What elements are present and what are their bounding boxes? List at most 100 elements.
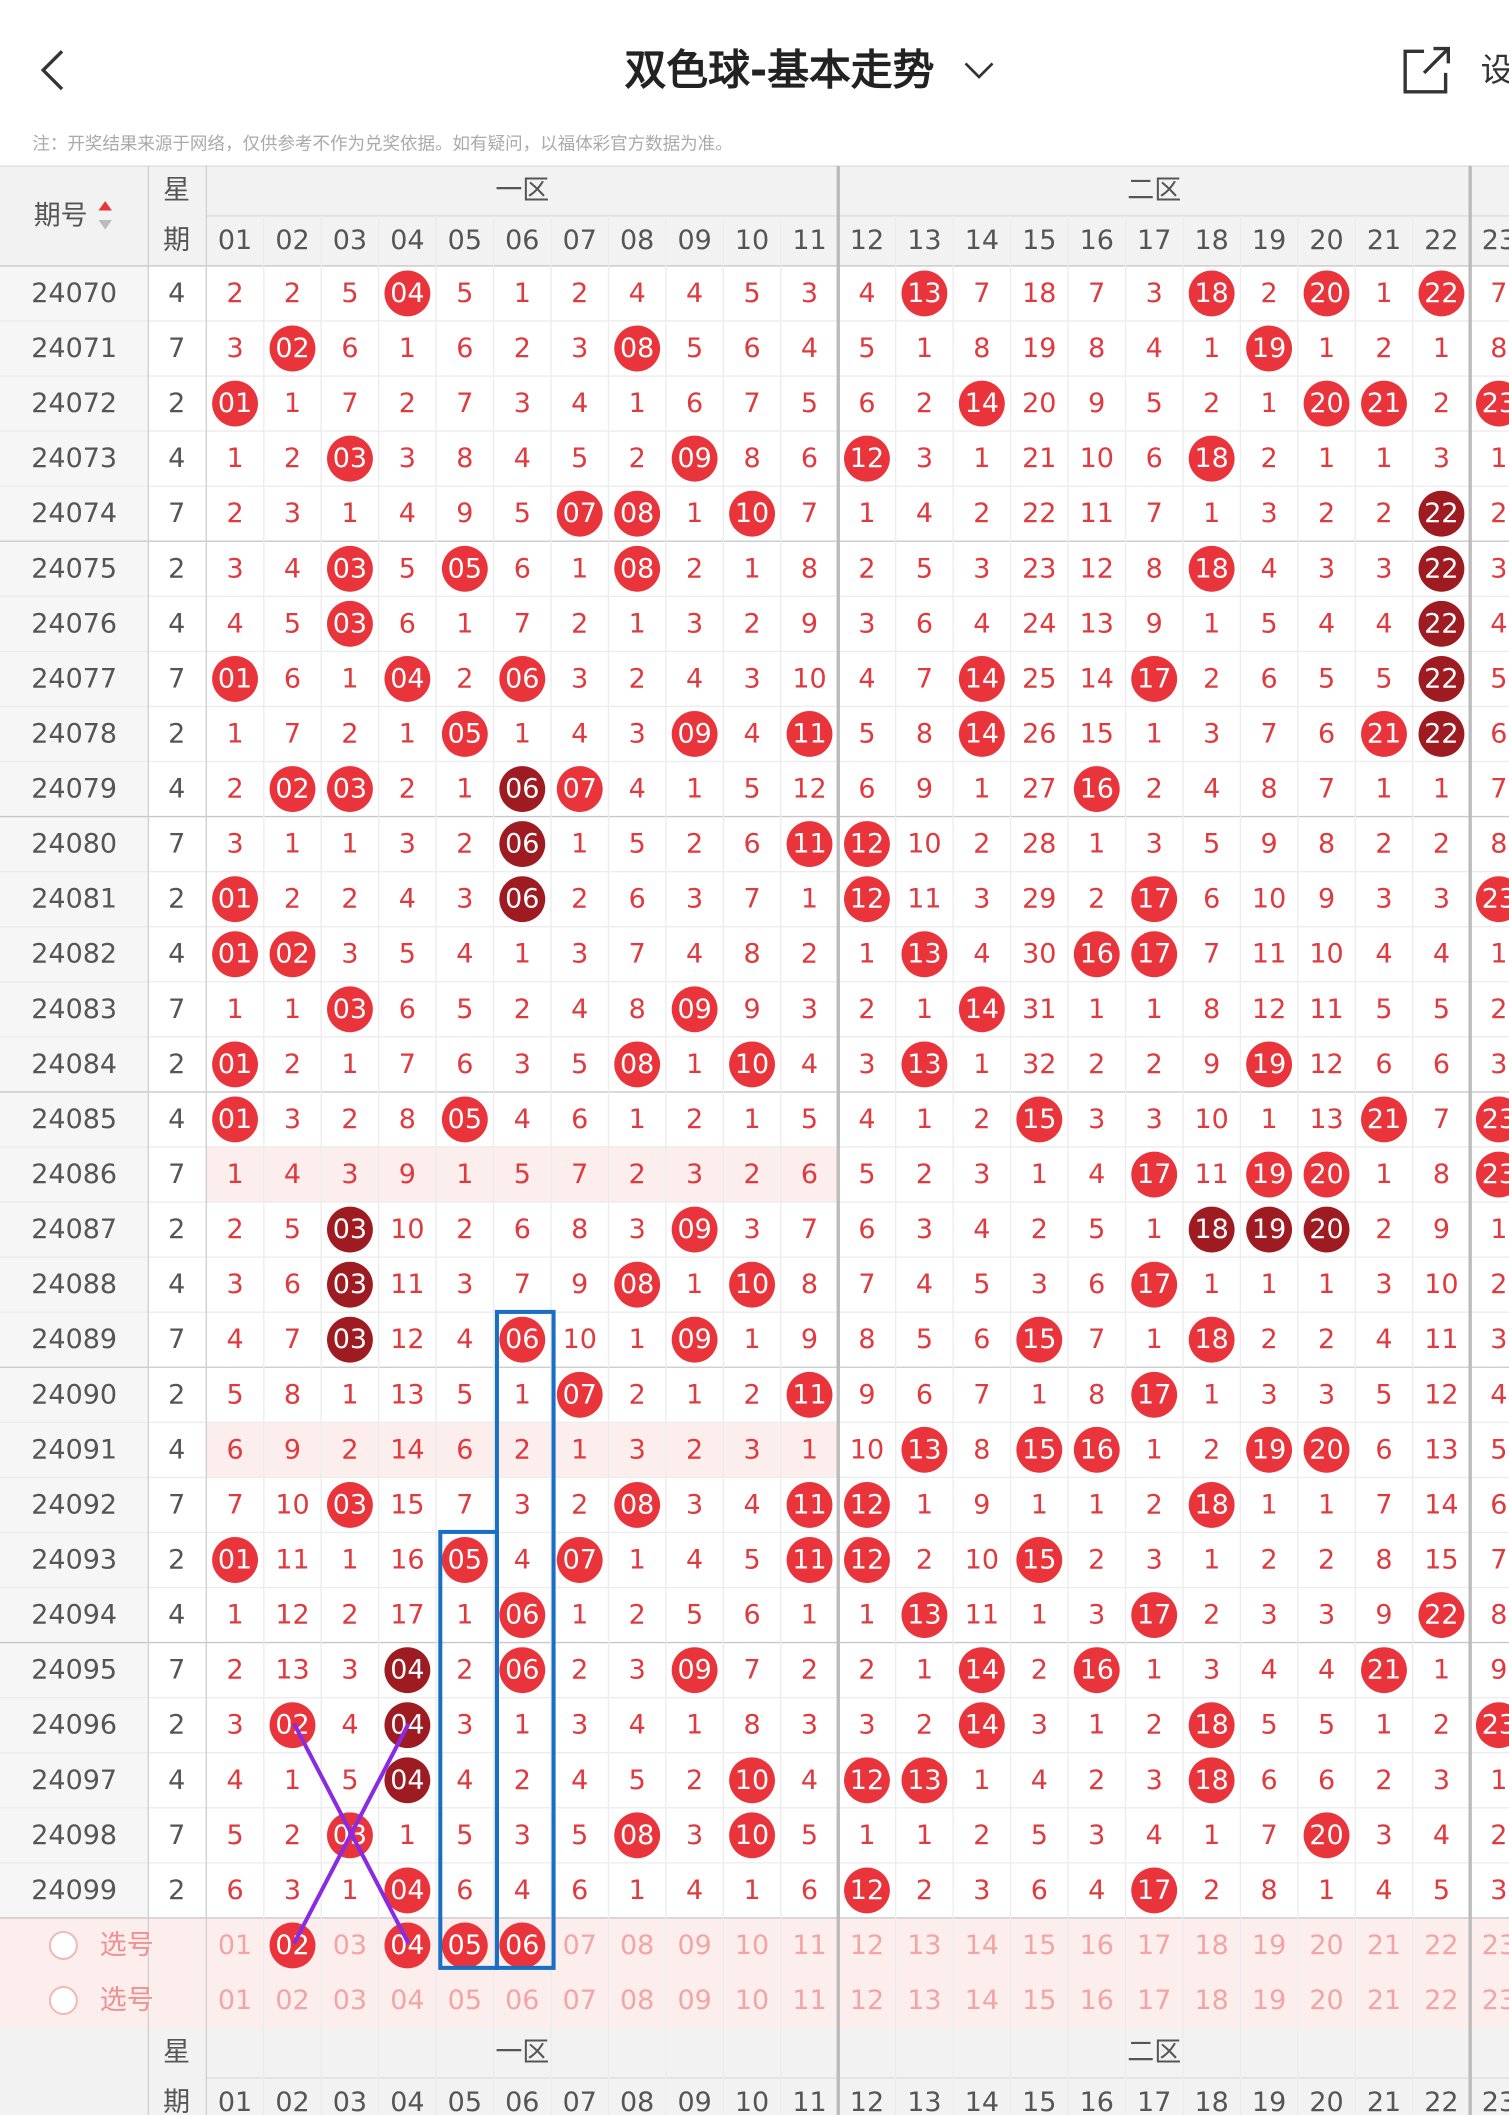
omission-count: 8 — [1490, 829, 1507, 860]
selectable-number[interactable]: 12 — [850, 1930, 884, 1961]
selectable-number[interactable]: 17 — [1137, 1985, 1171, 2016]
selectable-number[interactable]: 09 — [677, 1985, 711, 2016]
radio[interactable] — [48, 1986, 78, 2016]
period: 24086 — [31, 1159, 117, 1190]
column-header: 19 — [1252, 225, 1286, 256]
selectable-number[interactable]: 07 — [563, 1930, 597, 1961]
back-button[interactable] — [40, 50, 64, 91]
ball — [1073, 766, 1120, 812]
share-button[interactable] — [1403, 46, 1451, 94]
omission-count: 2 — [456, 663, 473, 694]
omission-count: 2 — [629, 443, 646, 474]
selectable-number[interactable]: 23 — [1482, 1930, 1509, 1961]
selectable-number[interactable]: 02 — [275, 1985, 309, 2016]
selectable-number[interactable]: 03 — [333, 1985, 367, 2016]
selectable-number[interactable]: 18 — [1194, 1930, 1228, 1961]
ball-number: 03 — [333, 443, 367, 474]
selectable-number[interactable]: 03 — [333, 1930, 367, 1961]
picked-number[interactable]: 05 — [448, 1930, 482, 1961]
omission-count: 8 — [973, 1434, 990, 1465]
weekday: 2 — [168, 1049, 185, 1080]
omission-count: 3 — [514, 1049, 531, 1080]
omission-count: 2 — [686, 1765, 703, 1796]
omission-count: 2 — [1203, 388, 1220, 419]
zone-header: 一区 — [495, 2037, 549, 2068]
column-header: 23 — [1482, 2087, 1509, 2115]
ball-number: 11 — [792, 829, 826, 860]
selectable-number[interactable]: 14 — [965, 1930, 999, 1961]
selectable-number[interactable]: 04 — [390, 1985, 424, 2016]
omission-count: 2 — [801, 1655, 818, 1686]
selectable-number[interactable]: 05 — [448, 1985, 482, 2016]
selectable-number[interactable]: 07 — [563, 1985, 597, 2016]
ball — [384, 1647, 431, 1694]
selectable-number[interactable]: 19 — [1252, 1930, 1286, 1961]
selectable-number[interactable]: 11 — [792, 1985, 826, 2016]
selectable-number[interactable]: 10 — [735, 1985, 769, 2016]
omission-count: 6 — [1088, 1269, 1105, 1300]
ball — [1073, 1426, 1120, 1473]
selectable-number[interactable]: 13 — [907, 1930, 941, 1961]
ball — [786, 1371, 833, 1418]
omission-count: 2 — [916, 1544, 933, 1575]
ball — [384, 270, 431, 317]
omission-count: 1 — [1146, 718, 1163, 749]
selectable-number[interactable]: 20 — [1309, 1985, 1343, 2016]
selectable-number[interactable]: 15 — [1022, 1985, 1056, 2016]
title-dropdown[interactable] — [964, 62, 994, 79]
omission-count: 2 — [1146, 1049, 1163, 1080]
omission-count: 1 — [341, 1875, 358, 1906]
omission-count: 4 — [858, 1104, 875, 1135]
selectable-number[interactable]: 13 — [907, 1985, 941, 2016]
column-header: 15 — [1022, 2087, 1056, 2115]
omission-count: 29 — [1022, 884, 1056, 915]
omission-count: 6 — [743, 1600, 760, 1631]
column-header: 14 — [965, 2087, 999, 2115]
selectable-number[interactable]: 16 — [1080, 1985, 1114, 2016]
omission-count: 4 — [973, 608, 990, 639]
selectable-number[interactable]: 01 — [218, 1930, 252, 1961]
selectable-number[interactable]: 20 — [1309, 1930, 1343, 1961]
ball — [499, 1316, 546, 1363]
selectable-number[interactable]: 06 — [505, 1985, 539, 2016]
selectable-number[interactable]: 14 — [965, 1985, 999, 2016]
selectable-number[interactable]: 17 — [1137, 1930, 1171, 1961]
settings-button[interactable]: 设 — [1481, 51, 1509, 89]
selectable-number[interactable]: 23 — [1482, 1985, 1509, 2016]
omission-count: 3 — [801, 278, 818, 309]
selectable-number[interactable]: 18 — [1194, 1985, 1228, 2016]
omission-count: 2 — [571, 608, 588, 639]
selectable-number[interactable]: 09 — [677, 1930, 711, 1961]
ball — [327, 1206, 373, 1253]
selectable-number[interactable]: 08 — [620, 1930, 654, 1961]
radio[interactable] — [48, 1930, 78, 1960]
selectable-number[interactable]: 10 — [735, 1930, 769, 1961]
selectable-number[interactable]: 21 — [1367, 1985, 1401, 2016]
selectable-number[interactable]: 11 — [792, 1930, 826, 1961]
selectable-number[interactable]: 22 — [1424, 1930, 1458, 1961]
selectable-number[interactable]: 15 — [1022, 1930, 1056, 1961]
selectable-number[interactable]: 08 — [620, 1985, 654, 2016]
ball — [671, 711, 718, 757]
omission-count: 3 — [686, 608, 703, 639]
selectable-number[interactable]: 19 — [1252, 1985, 1286, 2016]
selectable-number[interactable]: 12 — [850, 1985, 884, 2016]
selectable-number[interactable]: 21 — [1367, 1930, 1401, 1961]
ball-number: 18 — [1194, 1214, 1228, 1245]
selectable-number[interactable]: 16 — [1080, 1930, 1114, 1961]
period: 24079 — [31, 774, 117, 805]
omission-count: 10 — [792, 663, 826, 694]
omission-count: 3 — [858, 1049, 875, 1080]
omission-count: 15 — [1424, 1544, 1458, 1575]
ball-number: 09 — [677, 994, 711, 1025]
selectable-number[interactable]: 22 — [1424, 1985, 1458, 2016]
omission-count: 7 — [1261, 718, 1278, 749]
omission-count: 17 — [390, 1600, 424, 1631]
picked-number[interactable]: 04 — [390, 1930, 424, 1961]
omission-count: 2 — [1031, 1655, 1048, 1686]
omission-count: 3 — [1375, 1820, 1392, 1851]
picked-number[interactable]: 06 — [505, 1930, 539, 1961]
omission-count: 4 — [1375, 1324, 1392, 1355]
selectable-number[interactable]: 01 — [218, 1985, 252, 2016]
picked-number[interactable]: 02 — [275, 1930, 309, 1961]
